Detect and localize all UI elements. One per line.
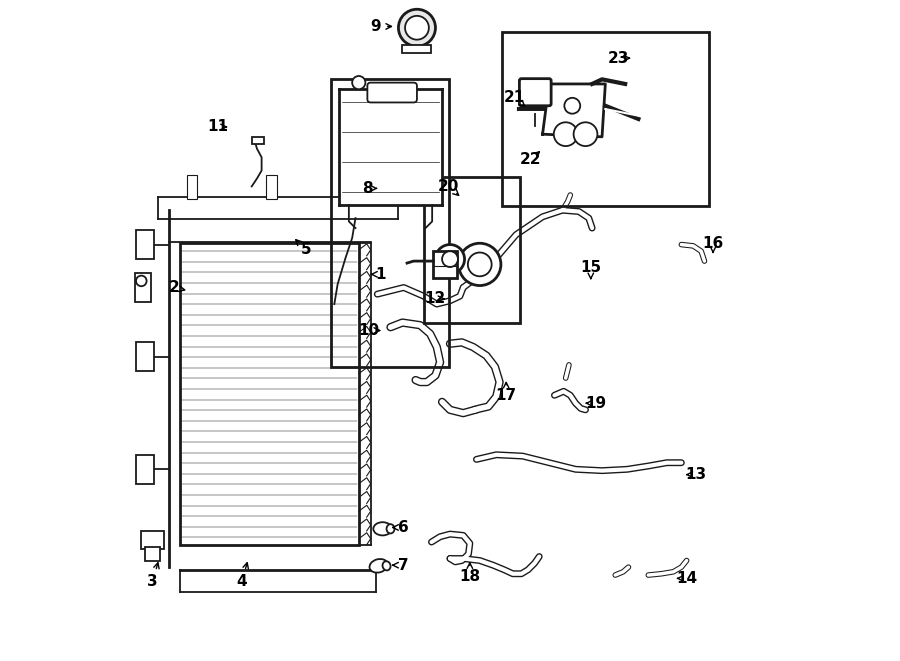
Bar (136, 455, 154, 484)
Circle shape (459, 243, 501, 286)
Polygon shape (136, 230, 154, 259)
Text: 17: 17 (496, 388, 517, 403)
Text: 18: 18 (459, 569, 481, 584)
Bar (424, 177, 520, 323)
Text: 9: 9 (371, 19, 382, 34)
Text: 19: 19 (585, 396, 606, 410)
Ellipse shape (374, 522, 392, 535)
Circle shape (442, 251, 458, 267)
Text: 7: 7 (399, 558, 409, 572)
Text: 15: 15 (580, 260, 601, 275)
Bar (180, 243, 359, 545)
Polygon shape (180, 570, 376, 592)
Bar (402, 45, 431, 53)
Circle shape (352, 76, 365, 89)
Text: 6: 6 (399, 520, 410, 535)
Text: 11: 11 (207, 120, 228, 134)
Text: 20: 20 (438, 179, 459, 194)
Bar (187, 175, 197, 199)
Polygon shape (136, 342, 154, 371)
Bar (501, 32, 709, 206)
Bar (136, 230, 154, 259)
Text: 22: 22 (520, 153, 542, 167)
Text: 2: 2 (168, 280, 179, 295)
FancyBboxPatch shape (367, 83, 417, 102)
Bar (266, 175, 277, 199)
Text: 5: 5 (301, 243, 311, 257)
Bar (331, 79, 449, 367)
Polygon shape (180, 243, 359, 545)
Circle shape (573, 122, 598, 146)
FancyBboxPatch shape (145, 547, 160, 561)
Ellipse shape (382, 561, 391, 570)
Circle shape (136, 276, 147, 286)
Bar (434, 251, 456, 278)
Ellipse shape (370, 559, 388, 572)
Polygon shape (158, 197, 399, 219)
Text: 16: 16 (703, 236, 724, 251)
Polygon shape (136, 455, 154, 484)
Ellipse shape (386, 524, 394, 533)
Text: 4: 4 (237, 574, 248, 589)
Circle shape (436, 245, 464, 274)
Circle shape (564, 98, 580, 114)
Circle shape (399, 9, 436, 46)
Circle shape (468, 253, 491, 276)
Text: 3: 3 (148, 574, 157, 589)
Text: 1: 1 (375, 267, 386, 282)
Text: 13: 13 (685, 467, 706, 482)
Polygon shape (543, 84, 606, 137)
Text: 12: 12 (424, 292, 446, 306)
Bar (339, 175, 349, 199)
FancyBboxPatch shape (519, 79, 551, 106)
Text: 23: 23 (608, 51, 629, 65)
Text: 8: 8 (362, 181, 373, 196)
Circle shape (405, 16, 428, 40)
Bar (252, 137, 264, 144)
Circle shape (554, 122, 578, 146)
FancyBboxPatch shape (140, 531, 165, 549)
Text: 14: 14 (676, 571, 698, 586)
Polygon shape (339, 89, 442, 205)
Text: 21: 21 (504, 91, 526, 105)
Bar (136, 342, 154, 371)
Bar (135, 273, 151, 302)
Text: 10: 10 (358, 323, 379, 338)
